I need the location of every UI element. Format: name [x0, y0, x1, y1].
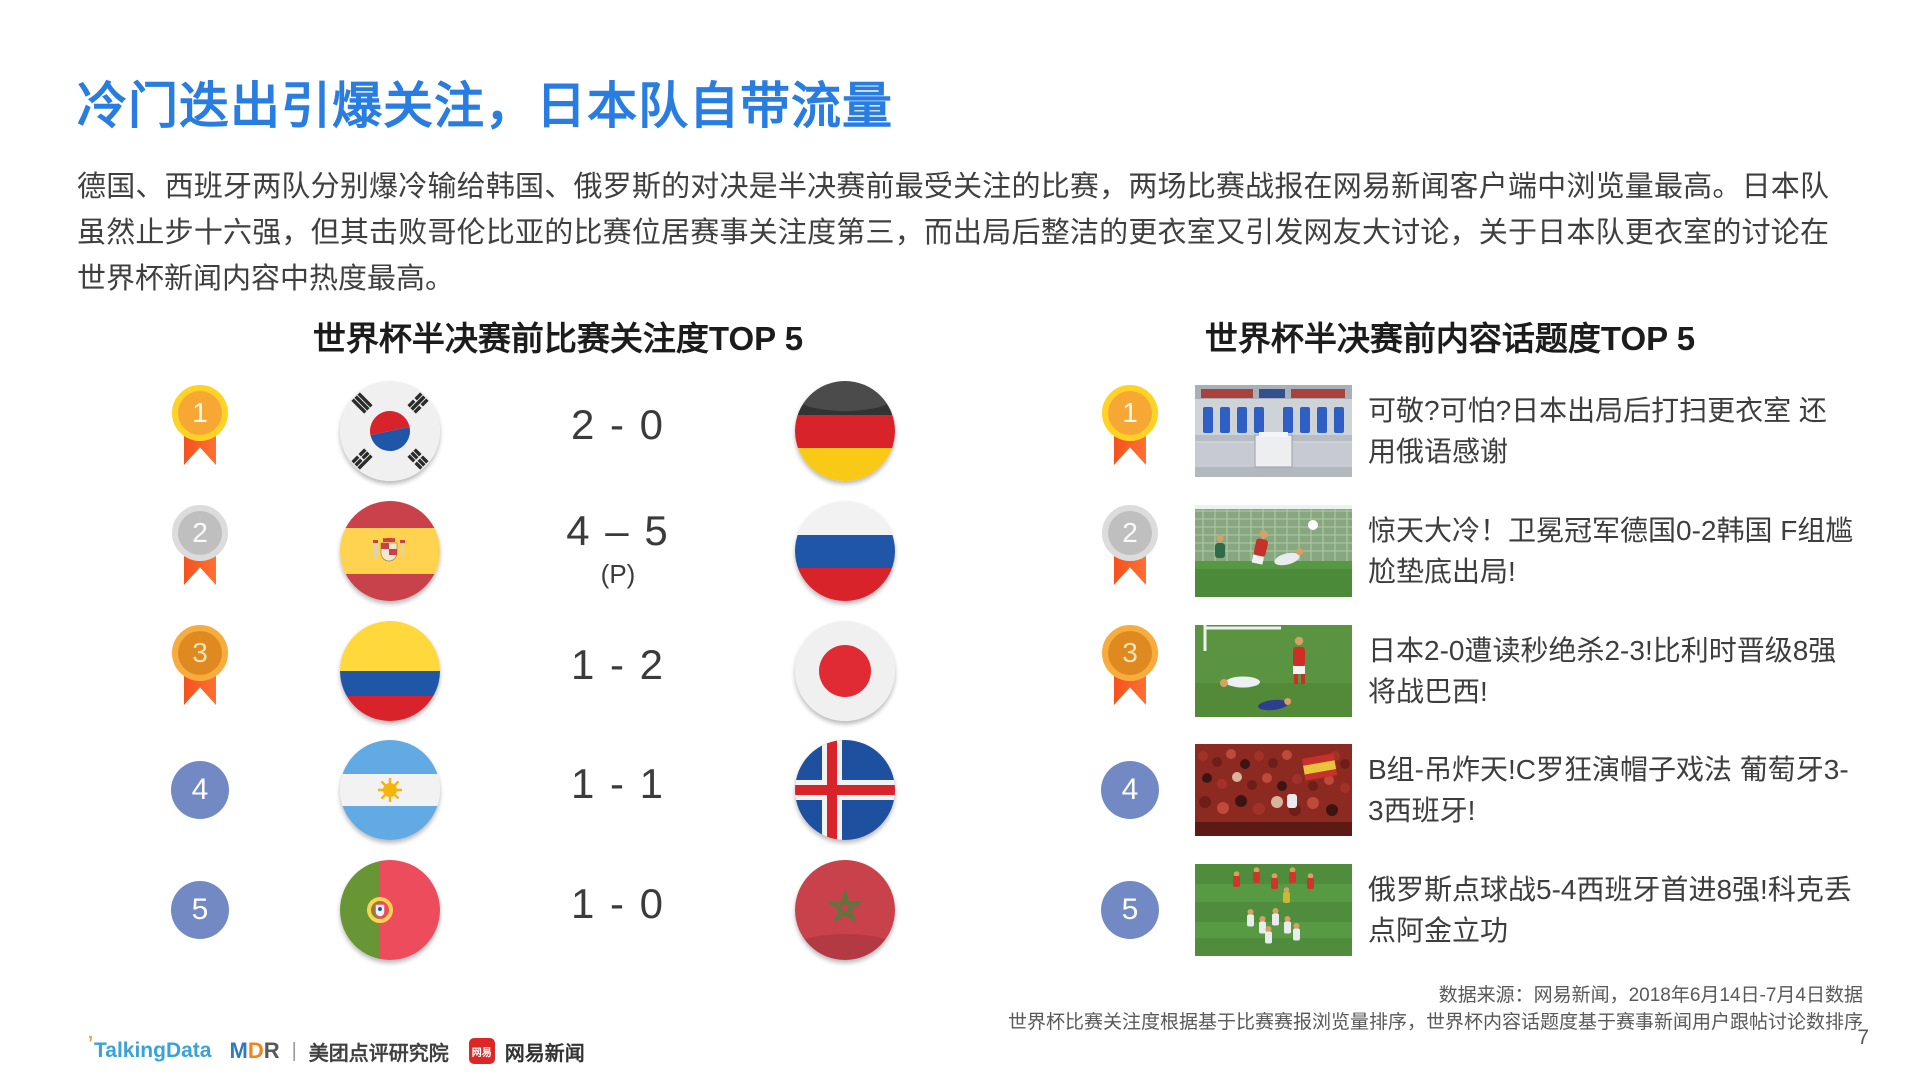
data-source-line1: 数据来源：网易新闻，2018年6月14日-7月4日数据 [1438, 985, 1863, 1006]
thumbnail-japan-locker-room [1195, 385, 1352, 477]
left-panel-heading: 世界杯半决赛前比赛关注度TOP 5 [312, 320, 804, 357]
score-text: 1 - 1 [570, 760, 666, 807]
news-headline: 日本2-0遭读秒绝杀2-3!比利时晋级8强将战巴西! [1368, 635, 1837, 707]
thumbnail-japan-belgium-players [1195, 625, 1352, 717]
news-headline: B组-吊炸天!C罗狂演帽子戏法 葡萄牙3-3西班牙! [1368, 754, 1849, 826]
rank-number: 5 [1101, 881, 1159, 939]
score-note: (P) [600, 559, 636, 589]
news-row: 1 可敬?可怕?日本出局后打扫更衣室 还用俄语感谢 [0, 371, 1921, 491]
rank-number: 3 [172, 625, 228, 681]
netease-news-logo: 网易新闻 [504, 1042, 585, 1065]
data-source-line2: 世界杯比赛关注度根据基于比赛赛报浏览量排序，世界杯内容话题度基于赛事新闻用户跟帖… [1007, 1012, 1863, 1033]
rank-badge-bronze: 3 [1100, 625, 1160, 721]
match-row: 5 1 - 0 [0, 850, 1921, 970]
right-panel-heading: 世界杯半决赛前内容话题度TOP 5 [1204, 320, 1696, 357]
match-row: 4 1 - 1 [0, 730, 1921, 850]
talkingdata-logo: ’ TalkingData [88, 1033, 212, 1062]
rank-badge-plain: 4 [170, 761, 230, 821]
rank-number: 4 [171, 761, 229, 819]
rank-badge-plain: 4 [1100, 761, 1160, 821]
rank-number: 4 [1101, 761, 1159, 819]
thumbnail-portugal-spain-fans [1195, 744, 1352, 836]
news-headline: 惊天大冷！卫冕冠军德国0-2韩国 F组尴尬垫底出局! [1368, 515, 1854, 587]
meituan-research-logo: 美团点评研究院 [308, 1042, 449, 1065]
thumbnail-germany-korea-goal [1195, 505, 1352, 597]
rank-number: 5 [171, 881, 229, 939]
netease-app-icon: 网易 [468, 1038, 495, 1064]
score-text: 1 - 2 [570, 641, 666, 688]
rank-badge-silver: 2 [1100, 505, 1160, 601]
rank-badge-bronze: 3 [170, 625, 230, 721]
news-headline: 可敬?可怕?日本出局后打扫更衣室 还用俄语感谢 [1368, 395, 1827, 467]
rank-badge-gold: 1 [1100, 385, 1160, 481]
mdr-logo: MDR [229, 1038, 280, 1063]
rank-number: 1 [172, 385, 228, 441]
talkingdata-tick-icon: ’ [88, 1033, 94, 1053]
rank-badge-gold: 1 [170, 385, 230, 481]
logo-divider: | [291, 1039, 297, 1062]
rank-badge-plain: 5 [170, 881, 230, 941]
news-headline: 俄罗斯点球战5-4西班牙首进8强!科克丢点阿金立功 [1368, 874, 1852, 946]
rank-badge-plain: 5 [1100, 881, 1160, 941]
rank-badge-silver: 2 [170, 505, 230, 601]
score-text: 1 - 0 [570, 880, 666, 927]
intro-paragraph: 德国、西班牙两队分别爆冷输给韩国、俄罗斯的对决是半决赛前最受关注的比赛，两场比赛… [77, 171, 1829, 295]
footer-logos: ’ TalkingData MDR | 美团点评研究院 网易 网易新闻 [88, 1033, 585, 1066]
news-row: 3 日本2-0遭读秒绝杀2-3!比利时晋级8强将战巴西! [0, 611, 1921, 731]
thumbnail-russia-spain-shootout [1195, 864, 1352, 956]
match-row: 2 4 – 5 (P) [0, 491, 1921, 611]
score-text: 4 – 5 (P) [528, 507, 708, 590]
news-row: 5 俄罗斯点球战5-4西班牙首进8强!科克丢点阿金立功 [0, 850, 1921, 970]
news-row: 4 B组-吊炸天!C罗狂演帽子戏法 葡萄牙3-3西班牙! [0, 730, 1921, 850]
rank-number: 2 [172, 505, 228, 561]
news-row: 2 惊天大冷！卫冕冠军德国0-2韩国 F组尴尬垫底出局! [0, 491, 1921, 611]
page-number: 7 [1857, 1026, 1869, 1049]
rank-number: 2 [1102, 505, 1158, 561]
rank-number: 1 [1102, 385, 1158, 441]
match-row: 3 1 - 2 [0, 611, 1921, 731]
match-row: 1 2 - 0 [0, 371, 1921, 491]
score-text: 2 - 0 [570, 401, 666, 448]
rank-number: 3 [1102, 625, 1158, 681]
page-title: 冷门迭出引爆关注，日本队自带流量 [77, 78, 893, 134]
